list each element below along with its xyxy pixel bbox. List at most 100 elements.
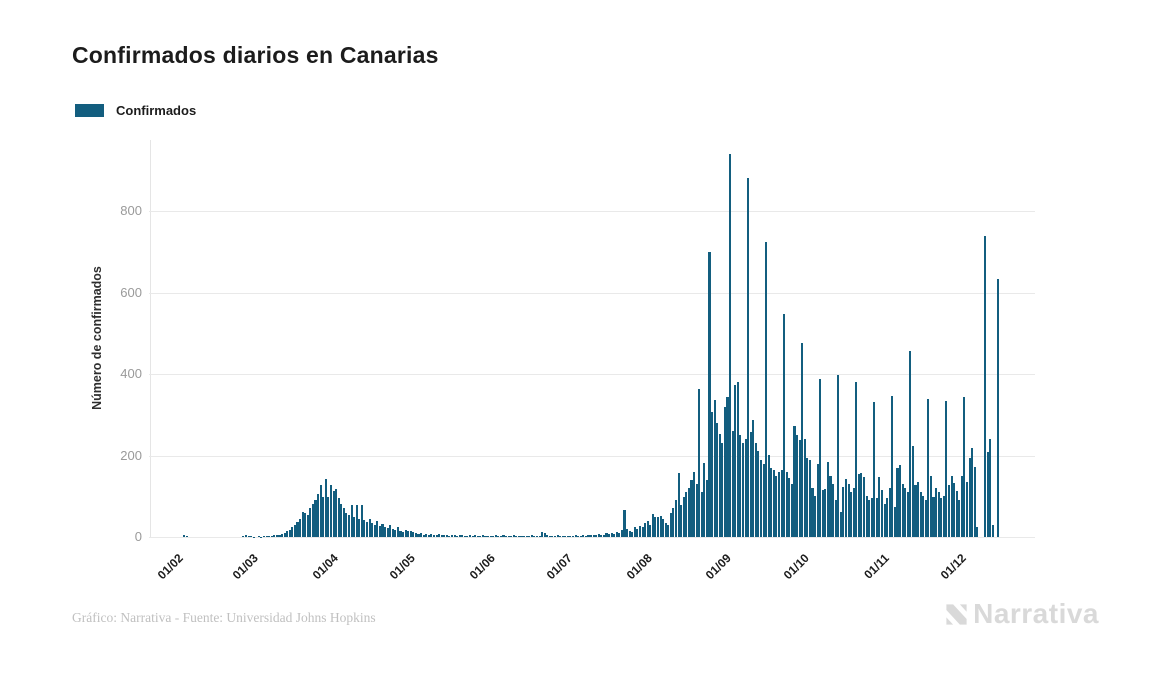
bar[interactable] (713, 400, 716, 537)
bar[interactable] (548, 535, 551, 537)
bar[interactable] (404, 529, 407, 537)
bar[interactable] (373, 524, 376, 537)
bar[interactable] (288, 529, 291, 537)
bar[interactable] (430, 534, 433, 537)
bar[interactable] (244, 534, 248, 537)
bar[interactable] (597, 533, 600, 537)
bar[interactable] (391, 528, 394, 537)
bar[interactable] (381, 523, 384, 537)
bar[interactable] (638, 525, 642, 537)
bar[interactable] (824, 489, 827, 537)
bar[interactable] (257, 536, 260, 537)
bar[interactable] (304, 513, 307, 537)
bar[interactable] (466, 536, 469, 537)
bar[interactable] (281, 533, 284, 537)
bar[interactable] (736, 381, 739, 537)
bar[interactable] (906, 492, 909, 537)
bar[interactable] (899, 464, 902, 537)
legend-item-confirmados[interactable]: Confirmados (75, 103, 196, 118)
bar[interactable] (674, 500, 678, 537)
bar[interactable] (270, 535, 273, 537)
bar[interactable] (623, 510, 626, 537)
bar[interactable] (378, 525, 381, 537)
bar[interactable] (494, 535, 497, 537)
bar[interactable] (968, 458, 971, 537)
bar[interactable] (332, 491, 335, 537)
bar[interactable] (386, 528, 389, 537)
bar[interactable] (301, 511, 304, 537)
bar[interactable] (299, 518, 302, 537)
bar[interactable] (296, 521, 299, 537)
bar[interactable] (456, 535, 459, 537)
bar[interactable] (803, 439, 806, 537)
bar[interactable] (752, 420, 755, 537)
bar[interactable] (922, 496, 925, 537)
bar[interactable] (857, 474, 860, 537)
bar[interactable] (747, 178, 750, 537)
bar[interactable] (973, 466, 976, 537)
bar[interactable] (770, 467, 773, 537)
bar[interactable] (888, 488, 891, 537)
bar[interactable] (546, 534, 549, 537)
bar[interactable] (855, 381, 858, 537)
bar[interactable] (731, 431, 734, 537)
bar[interactable] (880, 490, 884, 537)
bar[interactable] (414, 532, 417, 537)
bar[interactable] (860, 472, 863, 537)
bar[interactable] (783, 314, 786, 537)
bar[interactable] (986, 451, 989, 537)
bar[interactable] (291, 527, 294, 537)
bar[interactable] (618, 532, 621, 537)
bar[interactable] (739, 435, 742, 537)
bar[interactable] (363, 519, 366, 537)
bar[interactable] (360, 505, 363, 537)
bar[interactable] (528, 536, 531, 537)
bar[interactable] (847, 484, 850, 537)
bar[interactable] (690, 479, 693, 537)
bar[interactable] (337, 498, 340, 537)
bar[interactable] (265, 535, 268, 537)
bar[interactable] (935, 488, 938, 537)
bar[interactable] (329, 484, 333, 537)
bar[interactable] (826, 461, 829, 537)
bar[interactable] (582, 534, 585, 537)
bar[interactable] (798, 440, 801, 537)
bar[interactable] (306, 515, 309, 537)
bar[interactable] (850, 492, 853, 537)
bar[interactable] (767, 455, 770, 537)
bar[interactable] (577, 535, 580, 537)
bar[interactable] (891, 396, 894, 537)
bar[interactable] (566, 536, 569, 537)
bar[interactable] (687, 488, 690, 537)
bar[interactable] (533, 535, 536, 537)
bar[interactable] (350, 505, 353, 537)
bar[interactable] (409, 530, 412, 537)
bar[interactable] (937, 492, 940, 537)
bar[interactable] (626, 528, 629, 537)
bar[interactable] (816, 463, 819, 537)
bar[interactable] (471, 535, 474, 537)
bar[interactable] (718, 433, 721, 537)
bar[interactable] (785, 471, 788, 537)
bar[interactable] (608, 534, 611, 537)
bar[interactable] (654, 516, 657, 537)
bar[interactable] (649, 524, 652, 537)
bar[interactable] (917, 481, 920, 537)
bar[interactable] (765, 241, 768, 537)
bar[interactable] (602, 534, 605, 537)
bar[interactable] (283, 532, 286, 537)
bar[interactable] (896, 468, 899, 537)
bar[interactable] (615, 532, 618, 537)
bar[interactable] (870, 498, 873, 537)
bar[interactable] (317, 494, 320, 537)
bar[interactable] (412, 532, 415, 537)
bar[interactable] (950, 475, 953, 537)
bar[interactable] (309, 507, 312, 537)
bar[interactable] (422, 534, 425, 537)
bar[interactable] (327, 496, 330, 537)
bar[interactable] (777, 471, 781, 537)
bar[interactable] (759, 459, 763, 537)
bar[interactable] (525, 535, 528, 537)
bar[interactable] (420, 532, 423, 537)
bar[interactable] (530, 535, 533, 537)
